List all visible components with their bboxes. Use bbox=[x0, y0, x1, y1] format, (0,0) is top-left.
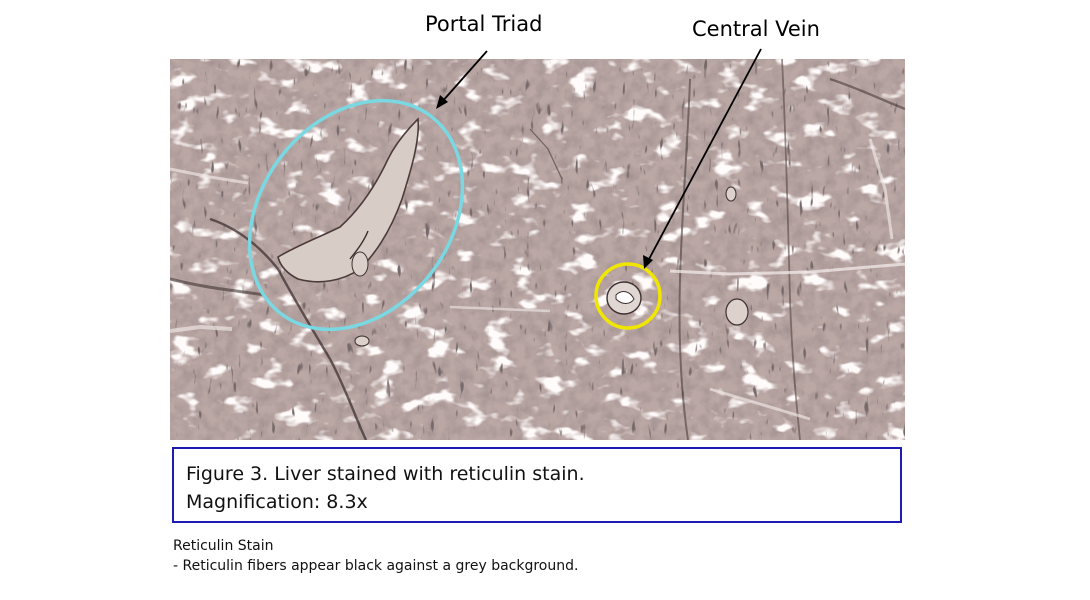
micrograph-image bbox=[170, 59, 905, 440]
stain-notes: Reticulin Stain - Reticulin fibers appea… bbox=[173, 536, 578, 576]
liver-micrograph bbox=[170, 59, 905, 440]
stain-notes-detail: - Reticulin fibers appear black against … bbox=[173, 558, 579, 574]
central-vein-label: Central Vein bbox=[692, 17, 820, 41]
portal-triad-label: Portal Triad bbox=[425, 12, 543, 36]
figure-caption-box: Figure 3. Liver stained with reticulin s… bbox=[172, 447, 902, 523]
figure-caption-title: Figure 3. Liver stained with reticulin s… bbox=[186, 463, 585, 485]
stain-notes-heading: Reticulin Stain bbox=[173, 538, 274, 554]
figure-caption-magnification: Magnification: 8.3x bbox=[186, 491, 368, 513]
